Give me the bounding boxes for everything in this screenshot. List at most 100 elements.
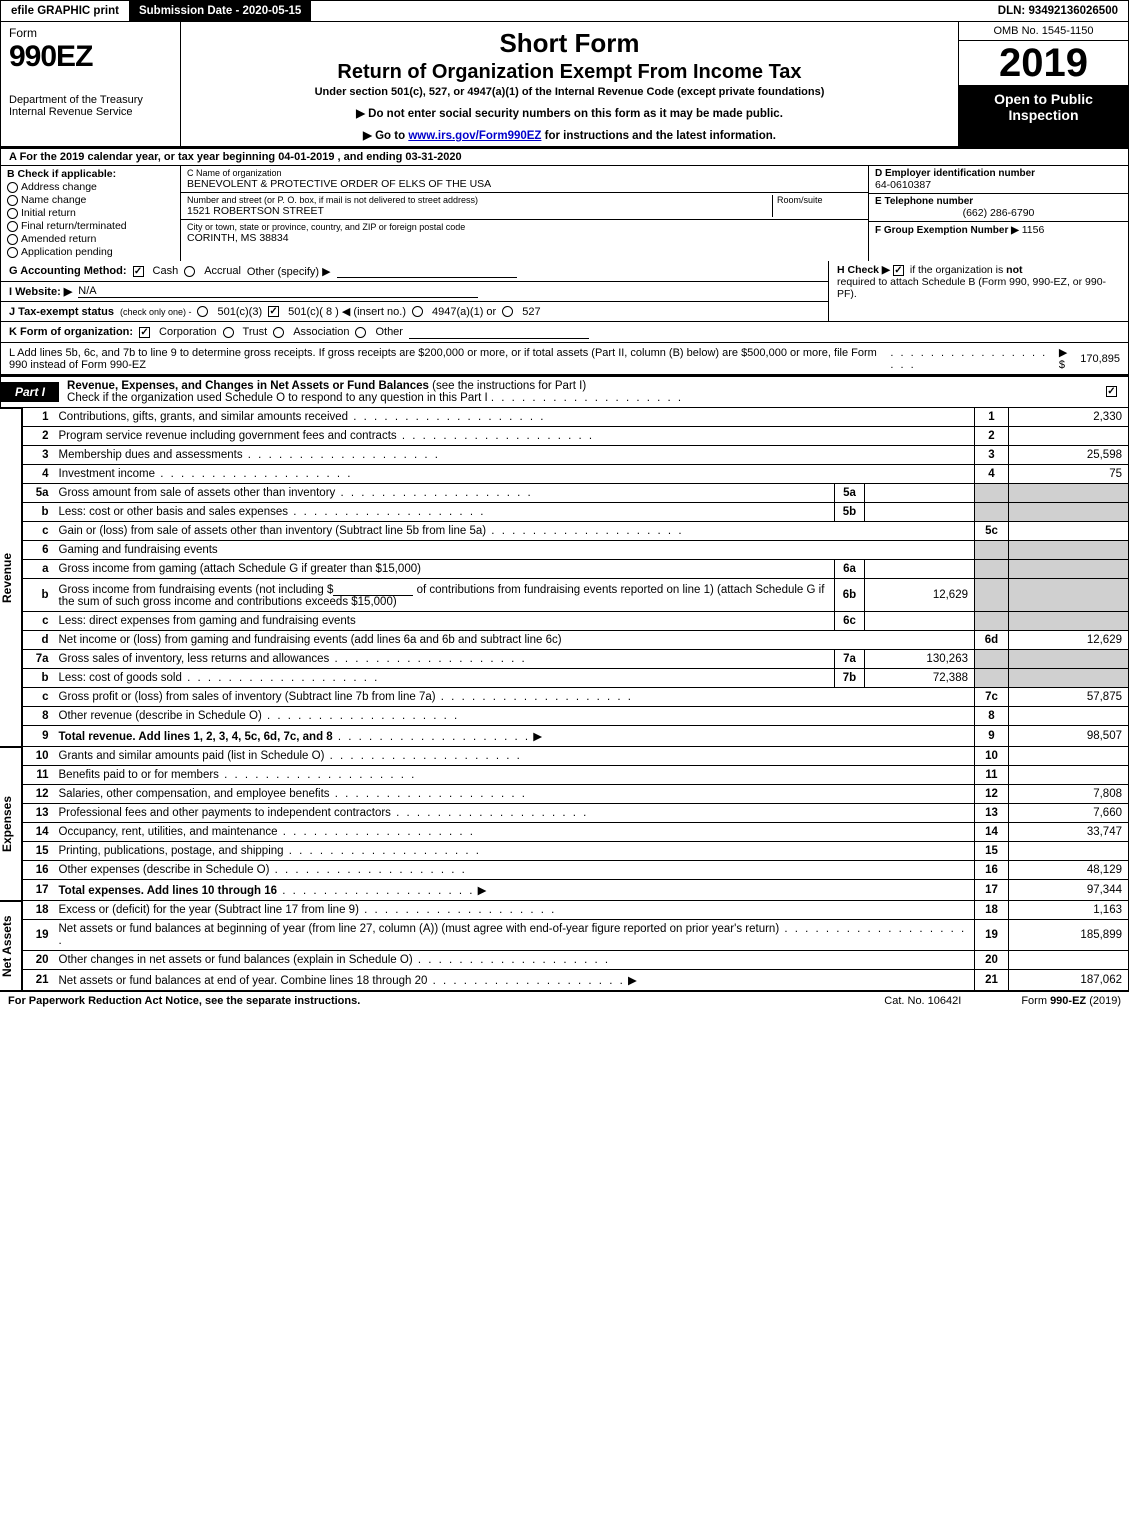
- identity-block: B Check if applicable: Address change Na…: [0, 166, 1129, 261]
- row-a-tax-year: A For the 2019 calendar year, or tax yea…: [0, 147, 1129, 166]
- chk-4947[interactable]: [412, 306, 423, 317]
- form-ref: Form 990-EZ (2019): [1021, 995, 1121, 1007]
- chk-other-org[interactable]: [355, 327, 366, 338]
- table-row: 15Printing, publications, postage, and s…: [23, 842, 1129, 861]
- table-row: 13Professional fees and other payments t…: [23, 804, 1129, 823]
- part1-header: Part I Revenue, Expenses, and Changes in…: [0, 375, 1129, 408]
- table-row: 5aGross amount from sale of assets other…: [23, 484, 1129, 503]
- group-label: F Group Exemption Number ▶: [875, 225, 1019, 236]
- expenses-section: Expenses 10Grants and similar amounts pa…: [0, 747, 1129, 901]
- table-row: 9Total revenue. Add lines 1, 2, 3, 4, 5c…: [23, 726, 1129, 747]
- table-row: cGross profit or (loss) from sales of in…: [23, 688, 1129, 707]
- table-row: 4Investment income475: [23, 465, 1129, 484]
- header-right: OMB No. 1545-1150 2019 Open to Public In…: [958, 22, 1128, 146]
- vtab-expenses: Expenses: [0, 747, 22, 901]
- revenue-section: Revenue 1Contributions, gifts, grants, a…: [0, 408, 1129, 747]
- top-bar: efile GRAPHIC print Submission Date - 20…: [0, 0, 1129, 22]
- row-l: L Add lines 5b, 6c, and 7b to line 9 to …: [0, 343, 1129, 375]
- table-row: 16Other expenses (describe in Schedule O…: [23, 861, 1129, 880]
- row-j: J Tax-exempt status (check only one) - 5…: [1, 302, 828, 321]
- other-org-field[interactable]: [409, 325, 589, 339]
- table-row: 18Excess or (deficit) for the year (Subt…: [23, 901, 1129, 920]
- table-row: 7aGross sales of inventory, less returns…: [23, 650, 1129, 669]
- vtab-netassets: Net Assets: [0, 901, 22, 991]
- chk-initial-return[interactable]: Initial return: [7, 207, 174, 219]
- chk-schedule-o-part1[interactable]: [1106, 386, 1117, 397]
- table-row: dNet income or (loss) from gaming and fu…: [23, 631, 1129, 650]
- table-row: 19Net assets or fund balances at beginni…: [23, 920, 1129, 951]
- table-row: 8Other revenue (describe in Schedule O)8: [23, 707, 1129, 726]
- chk-amended-return[interactable]: Amended return: [7, 233, 174, 245]
- other-specify-field[interactable]: [337, 264, 517, 278]
- chk-name-change[interactable]: Name change: [7, 194, 174, 206]
- form-header: Form 990EZ Department of the Treasury In…: [0, 22, 1129, 147]
- box-def: D Employer identification number 64-0610…: [868, 166, 1128, 261]
- table-row: 2Program service revenue including gover…: [23, 427, 1129, 446]
- page-footer: For Paperwork Reduction Act Notice, see …: [0, 991, 1129, 1010]
- dept-label: Department of the Treasury Internal Reve…: [9, 94, 172, 118]
- part1-label: Part I: [1, 382, 59, 402]
- street: 1521 ROBERTSON STREET: [187, 205, 772, 217]
- note-goto: ▶ Go to www.irs.gov/Form990EZ for instru…: [189, 128, 950, 142]
- chk-trust[interactable]: [223, 327, 234, 338]
- omb-number: OMB No. 1545-1150: [959, 22, 1128, 41]
- chk-accrual[interactable]: [184, 266, 195, 277]
- box-b: B Check if applicable: Address change Na…: [1, 166, 181, 261]
- table-row: 12Salaries, other compensation, and empl…: [23, 785, 1129, 804]
- vtab-revenue: Revenue: [0, 408, 22, 747]
- box-c: C Name of organization BENEVOLENT & PROT…: [181, 166, 868, 261]
- chk-association[interactable]: [273, 327, 284, 338]
- table-row: cLess: direct expenses from gaming and f…: [23, 612, 1129, 631]
- city-label: City or town, state or province, country…: [187, 222, 862, 232]
- netassets-table: 18Excess or (deficit) for the year (Subt…: [22, 901, 1129, 991]
- table-row: 14Occupancy, rent, utilities, and mainte…: [23, 823, 1129, 842]
- table-row: 21Net assets or fund balances at end of …: [23, 970, 1129, 991]
- chk-address-change[interactable]: Address change: [7, 181, 174, 193]
- ein-label: D Employer identification number: [875, 168, 1122, 179]
- header-left: Form 990EZ Department of the Treasury In…: [1, 22, 181, 146]
- header-mid: Short Form Return of Organization Exempt…: [181, 22, 958, 146]
- subtitle: Under section 501(c), 527, or 4947(a)(1)…: [189, 86, 950, 98]
- note-ssn: ▶ Do not enter social security numbers o…: [189, 106, 950, 120]
- tel-value: (662) 286-6790: [875, 207, 1122, 219]
- chk-application-pending[interactable]: Application pending: [7, 246, 174, 258]
- chk-527[interactable]: [502, 306, 513, 317]
- row-i: I Website: ▶ N/A: [1, 282, 828, 302]
- irs-link[interactable]: www.irs.gov/Form990EZ: [408, 130, 541, 142]
- chk-501c[interactable]: [268, 306, 279, 317]
- form-number: 990EZ: [9, 40, 172, 74]
- pra-notice: For Paperwork Reduction Act Notice, see …: [8, 995, 884, 1007]
- part1-title: Revenue, Expenses, and Changes in Net As…: [59, 377, 1106, 407]
- table-row: cGain or (loss) from sale of assets othe…: [23, 522, 1129, 541]
- gross-receipts-amount: 170,895: [1080, 353, 1120, 365]
- netassets-section: Net Assets 18Excess or (deficit) for the…: [0, 901, 1129, 991]
- row-g: G Accounting Method: Cash Accrual Other …: [1, 261, 828, 282]
- revenue-table: 1Contributions, gifts, grants, and simil…: [22, 408, 1129, 747]
- row-h: H Check ▶ if the organization is not req…: [828, 261, 1128, 321]
- chk-501c3[interactable]: [197, 306, 208, 317]
- table-row: 6Gaming and fundraising events: [23, 541, 1129, 560]
- row-k: K Form of organization: Corporation Trus…: [0, 322, 1129, 343]
- efile-label: efile GRAPHIC print: [1, 1, 129, 21]
- tel-label: E Telephone number: [875, 196, 1122, 207]
- table-row: 3Membership dues and assessments325,598: [23, 446, 1129, 465]
- chk-corporation[interactable]: [139, 327, 150, 338]
- open-inspection-badge: Open to Public Inspection: [959, 85, 1128, 146]
- table-row: 11Benefits paid to or for members11: [23, 766, 1129, 785]
- title-return: Return of Organization Exempt From Incom…: [189, 61, 950, 84]
- website-value: N/A: [78, 285, 478, 298]
- table-row: bLess: cost or other basis and sales exp…: [23, 503, 1129, 522]
- table-row: 20Other changes in net assets or fund ba…: [23, 951, 1129, 970]
- chk-cash[interactable]: [133, 266, 144, 277]
- room-label: Room/suite: [772, 195, 862, 217]
- org-name: BENEVOLENT & PROTECTIVE ORDER OF ELKS OF…: [187, 178, 862, 190]
- table-row: 10Grants and similar amounts paid (list …: [23, 747, 1129, 766]
- dln-label: DLN: 93492136026500: [988, 1, 1128, 21]
- name-label: C Name of organization: [187, 168, 862, 178]
- ein-value: 64-0610387: [875, 179, 1122, 191]
- table-row: 17Total expenses. Add lines 10 through 1…: [23, 880, 1129, 901]
- tax-year: 2019: [959, 41, 1128, 85]
- table-row: bGross income from fundraising events (n…: [23, 579, 1129, 612]
- chk-final-return[interactable]: Final return/terminated: [7, 220, 174, 232]
- chk-schedule-b[interactable]: [893, 265, 904, 276]
